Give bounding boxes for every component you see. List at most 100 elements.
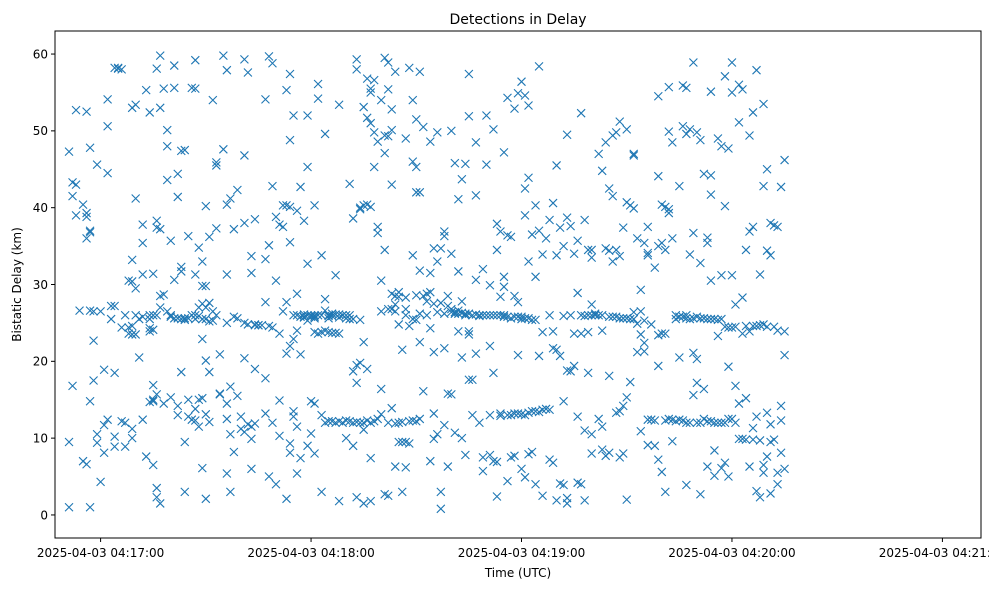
- data-point: [471, 349, 481, 359]
- data-point: [468, 375, 477, 385]
- data-point: [755, 320, 765, 330]
- data-point: [240, 55, 249, 64]
- data-point: [734, 399, 744, 408]
- data-point: [225, 429, 235, 439]
- data-point: [187, 83, 197, 93]
- data-point: [250, 214, 260, 224]
- data-point: [562, 130, 572, 140]
- data-point: [380, 53, 390, 63]
- data-point: [738, 434, 747, 444]
- data-point: [664, 82, 674, 92]
- data-point: [580, 495, 590, 505]
- data-point: [292, 206, 302, 216]
- data-point: [411, 315, 421, 325]
- data-point: [618, 449, 628, 458]
- data-point: [432, 429, 442, 439]
- data-point: [162, 141, 172, 151]
- data-point: [348, 418, 358, 428]
- data-point: [296, 453, 305, 463]
- data-point: [110, 432, 120, 441]
- data-point: [594, 149, 604, 159]
- data-point: [352, 65, 362, 74]
- data-point: [727, 323, 737, 332]
- data-point: [422, 297, 432, 306]
- data-point: [418, 386, 428, 396]
- y-axis-label: Bistatic Delay (km): [10, 227, 24, 342]
- data-point: [124, 276, 134, 286]
- data-point: [278, 222, 288, 232]
- data-point: [541, 234, 551, 243]
- data-point: [587, 429, 597, 439]
- data-point: [583, 368, 593, 378]
- data-point: [103, 168, 113, 178]
- data-point: [748, 321, 758, 331]
- data-point: [604, 371, 614, 381]
- data-point: [82, 212, 91, 222]
- data-point: [534, 61, 544, 71]
- data-point: [131, 330, 141, 339]
- data-point: [141, 85, 151, 95]
- data-point: [334, 496, 344, 506]
- data-point: [706, 190, 716, 200]
- data-point: [436, 298, 446, 308]
- data-point: [457, 353, 467, 362]
- data-point: [152, 310, 162, 320]
- data-point: [169, 275, 179, 285]
- data-point: [639, 338, 649, 348]
- data-point: [408, 314, 418, 324]
- data-point: [415, 187, 425, 197]
- data-point: [320, 306, 330, 316]
- data-point: [604, 184, 614, 193]
- data-point: [201, 201, 211, 211]
- data-point: [148, 396, 158, 406]
- data-point: [446, 249, 456, 259]
- data-point: [583, 327, 593, 337]
- data-point: [685, 418, 695, 428]
- data-point: [313, 79, 323, 89]
- data-point: [429, 347, 439, 357]
- data-point: [352, 55, 362, 64]
- data-point: [113, 64, 123, 74]
- data-point: [738, 329, 747, 339]
- data-point: [629, 151, 639, 160]
- data-point: [148, 269, 158, 279]
- data-point: [310, 200, 319, 210]
- data-point: [110, 301, 120, 311]
- data-point: [327, 328, 337, 338]
- data-point: [425, 268, 435, 278]
- data-point: [482, 111, 491, 120]
- data-point: [127, 433, 137, 443]
- data-point: [681, 480, 691, 490]
- data-point: [503, 410, 512, 420]
- data-point: [664, 127, 674, 137]
- data-point: [618, 223, 628, 233]
- data-point: [531, 272, 540, 282]
- data-point: [408, 250, 418, 260]
- data-point: [471, 275, 481, 285]
- data-point: [492, 310, 502, 320]
- data-point: [317, 310, 326, 320]
- data-point: [397, 487, 407, 497]
- data-point: [127, 321, 137, 331]
- data-point: [348, 214, 358, 223]
- data-point: [538, 405, 547, 415]
- data-point: [201, 356, 211, 365]
- data-point: [464, 69, 474, 79]
- data-point: [247, 434, 256, 444]
- data-point: [562, 213, 572, 223]
- data-point: [731, 322, 740, 332]
- data-point: [780, 350, 789, 360]
- data-point: [527, 230, 537, 239]
- data-point: [681, 83, 691, 93]
- data-point: [99, 420, 109, 430]
- data-point: [397, 437, 407, 447]
- y-tick-label: 60: [33, 47, 48, 61]
- data-point: [566, 366, 576, 376]
- data-point: [643, 440, 653, 450]
- data-point: [229, 447, 239, 457]
- data-point: [327, 309, 337, 319]
- data-point: [85, 143, 95, 153]
- data-point: [197, 463, 207, 473]
- data-point: [734, 80, 744, 90]
- data-point: [780, 326, 789, 336]
